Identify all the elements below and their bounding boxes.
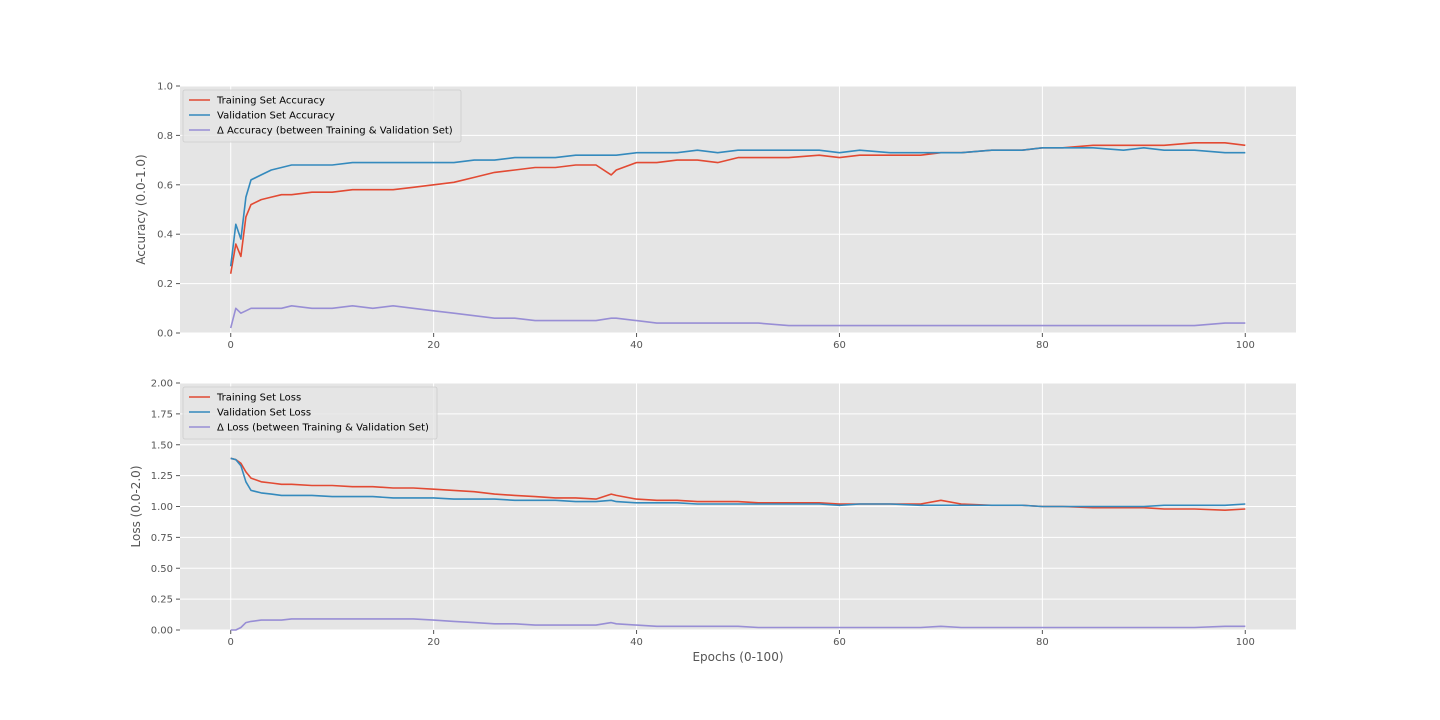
- legend-label-2: Δ Loss (between Training & Validation Se…: [217, 423, 429, 434]
- y-axis-label: Loss (0.0-2.0): [129, 466, 143, 548]
- y-tick-label: 0.2: [157, 279, 173, 290]
- y-tick-label: 0.00: [151, 626, 173, 637]
- x-tick-label: 40: [630, 340, 643, 351]
- y-tick-label: 1.50: [151, 440, 173, 451]
- legend-label-1: Validation Set Accuracy: [217, 111, 335, 122]
- accuracy-chart: 0 20 40 60 80 100 0.0 0.2 0.4 0.6 0.8 1.0 Accuracy (…: [134, 82, 1296, 351]
- legend-label-1: Validation Set Loss: [217, 408, 311, 419]
- legend-label-0: Training Set Loss: [216, 393, 301, 404]
- legend-label-2: Δ Accuracy (between Training & Validatio…: [217, 126, 453, 137]
- legend-label-0: Training Set Accuracy: [216, 96, 325, 107]
- x-tick-label: 60: [833, 340, 846, 351]
- y-tick-label: 1.25: [151, 471, 173, 482]
- series-line-2: [229, 304, 1246, 329]
- legend-box: [182, 89, 462, 143]
- x-tick-label: 40: [630, 637, 643, 648]
- x-tick-label: 0: [228, 340, 234, 351]
- x-tick-label: 20: [427, 340, 440, 351]
- x-tick-label: 80: [1036, 637, 1049, 648]
- series-line-2: [230, 618, 1246, 631]
- y-tick-label: 0.0: [157, 329, 173, 340]
- x-tick-label: 80: [1036, 340, 1049, 351]
- y-tick-label: 0.25: [151, 595, 173, 606]
- y-tick-label: 1.00: [151, 502, 173, 513]
- y-axis-label: Accuracy (0.0-1.0): [134, 154, 148, 264]
- series-line-1: [229, 147, 1246, 267]
- loss-chart: 0 20 40 60 80 100 0.00 0.25 0.50 0.75 1.00 1.25 1.50…: [129, 379, 1296, 664]
- series-line-1: [230, 457, 1246, 508]
- x-tick-label: 20: [427, 637, 440, 648]
- y-tick-label: 2.00: [151, 379, 173, 390]
- y-tick-label: 1.0: [157, 82, 173, 93]
- y-tick-label: 0.8: [157, 131, 173, 142]
- legend: Training Set Loss Validation Set Loss Δ Lo…: [182, 386, 438, 440]
- y-tick-label: 0.4: [157, 230, 173, 241]
- y-tick-label: 1.75: [151, 409, 173, 420]
- legend: Training Set Accuracy Validation Set Accu…: [182, 89, 462, 143]
- y-tick-label: 0.50: [151, 564, 173, 575]
- y-tick-label: 0.6: [157, 180, 173, 191]
- y-tick-label: 0.75: [151, 533, 173, 544]
- x-tick-label: 100: [1236, 340, 1255, 351]
- x-tick-label: 100: [1236, 637, 1255, 648]
- x-tick-label: 0: [228, 637, 234, 648]
- legend-box: [182, 386, 438, 440]
- x-axis-label: Epochs (0-100): [692, 650, 783, 664]
- x-tick-label: 60: [833, 637, 846, 648]
